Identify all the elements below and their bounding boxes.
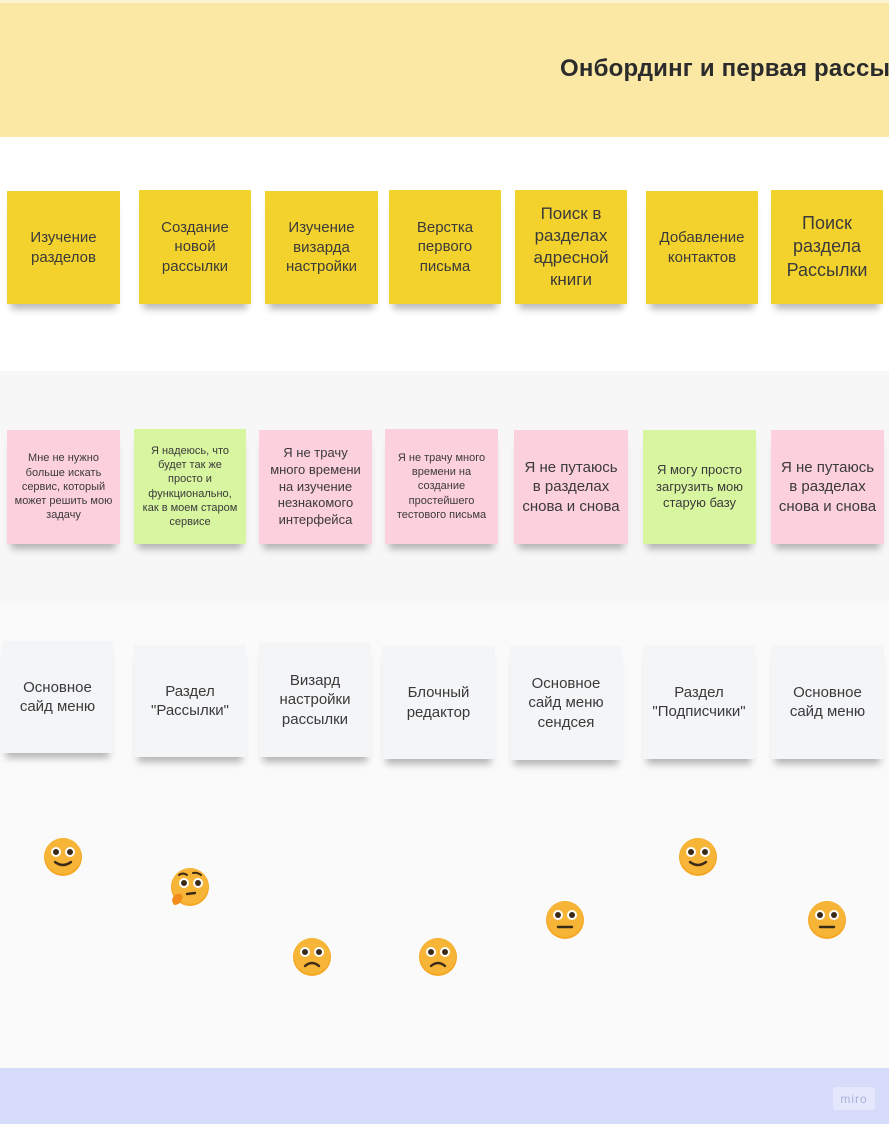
emotions-lane	[0, 795, 889, 1068]
feeling-sticky-5[interactable]: Я не путаюсь в разделах снова и снова	[514, 430, 628, 544]
sad-face-icon	[419, 938, 457, 976]
feeling-sticky-6[interactable]: Я могу просто загрузить мою старую базу	[643, 430, 756, 544]
feeling-sticky-7[interactable]: Я не путаюсь в разделах снова и снова	[771, 430, 884, 544]
feeling-sticky-3[interactable]: Я не трачу много времени на изучение нез…	[259, 430, 372, 544]
step-sticky-4[interactable]: Верстка первого письма	[389, 190, 501, 304]
step-sticky-3[interactable]: Изучение визарда настройки	[265, 191, 378, 304]
touchpoint-sticky-5[interactable]: Основное сайд меню сендсея	[510, 646, 622, 760]
neutral-face-icon	[808, 901, 846, 939]
happy-face-icon	[44, 838, 82, 876]
feeling-sticky-2[interactable]: Я надеюсь, что будет так же просто и фун…	[134, 429, 246, 544]
journey-title: Онбординг и первая рассылка	[560, 55, 889, 82]
step-sticky-2[interactable]: Создание новой рассылки	[139, 190, 251, 304]
happy-face-icon	[679, 838, 717, 876]
touchpoint-sticky-2[interactable]: Раздел "Рассылки"	[134, 645, 246, 757]
feeling-sticky-4[interactable]: Я не трачу много времени на создание про…	[385, 429, 498, 544]
touchpoint-sticky-4[interactable]: Блочный редактор	[382, 646, 495, 759]
header-band: Онбординг и первая рассылка	[0, 0, 889, 137]
touchpoint-sticky-1[interactable]: Основное сайд меню	[2, 641, 113, 753]
step-sticky-7[interactable]: Поиск раздела Рассылки	[771, 190, 883, 304]
step-sticky-6[interactable]: Добавление контактов	[646, 191, 758, 304]
miro-logo[interactable]: miro	[833, 1087, 875, 1110]
footer-band	[0, 1068, 889, 1124]
step-sticky-5[interactable]: Поиск в разделах адресной книги	[515, 190, 627, 304]
neutral-face-icon	[546, 901, 584, 939]
step-sticky-1[interactable]: Изучение разделов	[7, 191, 120, 304]
touchpoint-sticky-7[interactable]: Основное сайд меню	[771, 645, 884, 759]
touchpoint-sticky-3[interactable]: Визард настройки рассылки	[259, 643, 371, 757]
feeling-sticky-1[interactable]: Мне не нужно больше искать сервис, котор…	[7, 430, 120, 544]
sad-face-icon	[293, 938, 331, 976]
thinking-face-icon	[171, 868, 209, 906]
touchpoint-sticky-6[interactable]: Раздел "Подписчики"	[643, 645, 755, 759]
